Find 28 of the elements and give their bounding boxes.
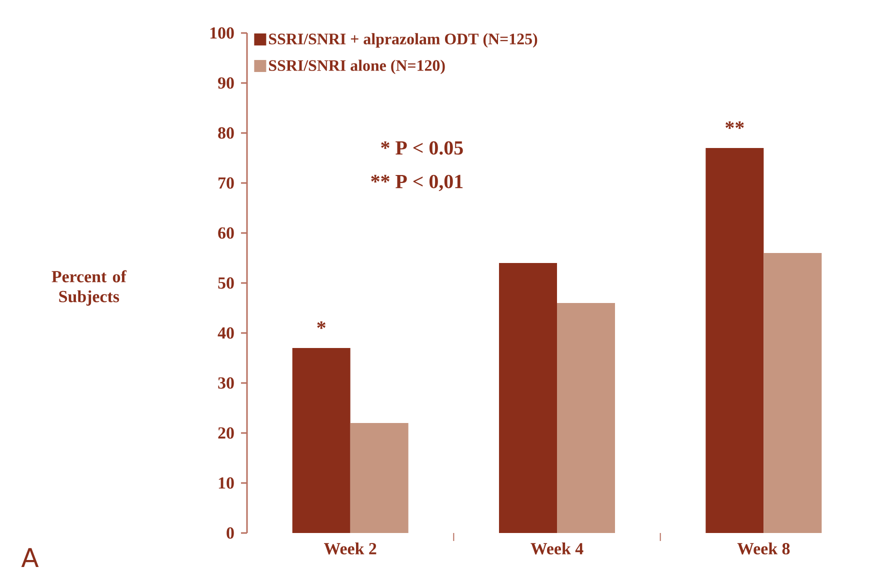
annotation: * — [317, 321, 326, 329]
x-tick-label: Week 2 — [324, 542, 376, 555]
y-tick-label: 100 — [210, 27, 234, 39]
bar — [350, 422, 408, 533]
text: A — [21, 548, 39, 567]
annotation: ** P < 0,01 — [371, 174, 463, 192]
bar — [499, 262, 558, 533]
y-tick-label: 40 — [218, 327, 234, 339]
y-tick-label: 30 — [218, 377, 234, 389]
x-tick-label: Week 4 — [530, 542, 584, 555]
y-tick-label: 50 — [218, 277, 234, 289]
y-axis-title: Percent of Subjects — [52, 270, 127, 306]
x-tick-label: Week 8 — [737, 542, 790, 555]
y-tick-label: 0 — [226, 527, 234, 539]
y-tick-label: 80 — [218, 127, 234, 139]
legend-label: SSRI/SNRI + alprazolam ODT (N=125) — [269, 33, 538, 48]
annotation: ** — [726, 121, 744, 129]
y-tick-label: 20 — [218, 427, 234, 439]
bar — [292, 348, 350, 533]
legend-label: SSRI/SNRI alone (N=120) — [269, 60, 445, 74]
y-tick-label: 90 — [218, 77, 234, 89]
y-tick-label: 60 — [218, 227, 234, 239]
y-tick-label: 10 — [218, 477, 234, 489]
y-tick-label: 70 — [218, 177, 234, 189]
bar — [764, 252, 822, 533]
bar — [706, 148, 764, 533]
bar — [557, 302, 616, 533]
annotation: * P < 0.05 — [381, 141, 463, 155]
